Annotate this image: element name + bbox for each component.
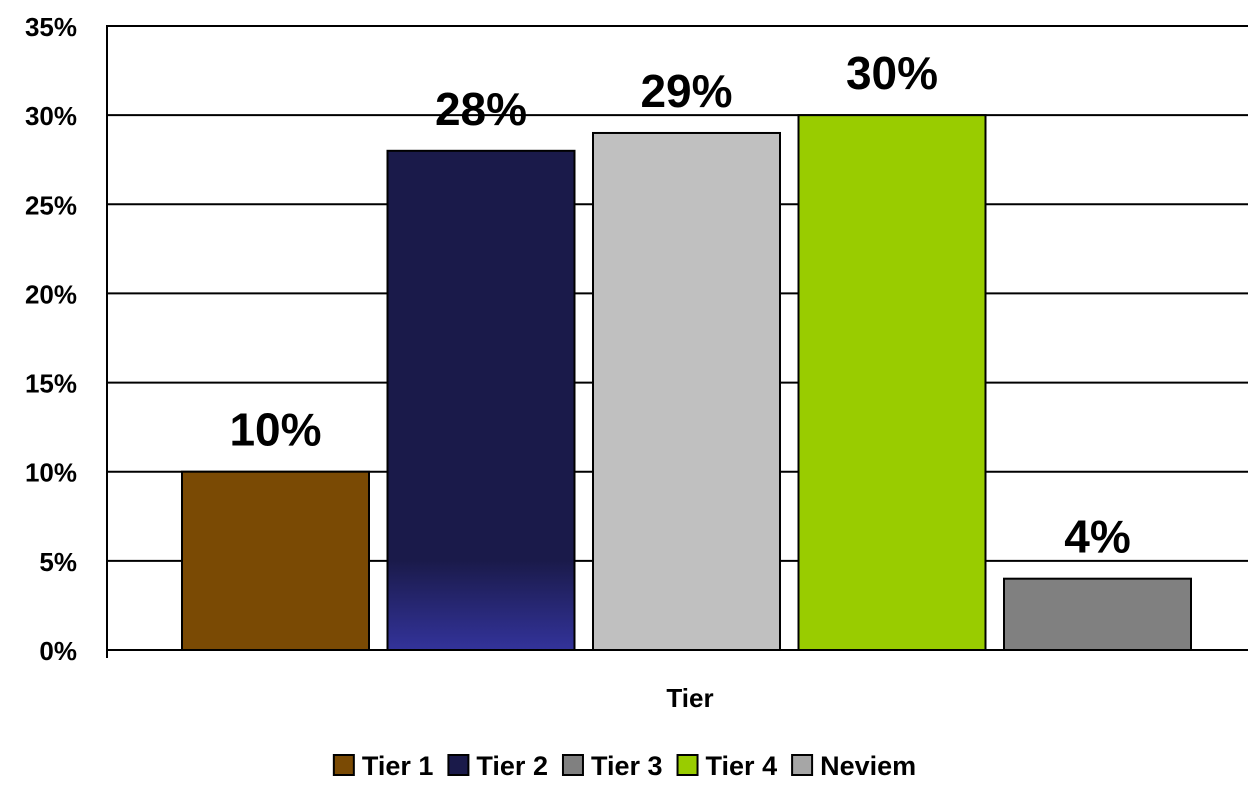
legend-label: Tier 1	[362, 751, 434, 781]
legend-label: Neviem	[820, 751, 916, 781]
bar-tier-3	[592, 131, 781, 651]
legend-label: Tier 2	[476, 751, 548, 781]
legend-label: Tier 3	[591, 751, 663, 781]
legend-item-tier-4: Tier 4	[676, 751, 778, 781]
bar-tier-2	[386, 149, 576, 652]
y-tick-label: 15%	[25, 369, 77, 399]
bar-tier-1	[181, 470, 370, 652]
legend-label: Tier 4	[706, 751, 778, 781]
legend-item-tier-1: Tier 1	[332, 751, 434, 781]
y-tick-label: 10%	[25, 458, 77, 488]
legend-swatch	[791, 754, 814, 776]
legend-swatch	[447, 754, 470, 776]
y-tick-label: 30%	[25, 101, 77, 131]
data-label: 29%	[640, 65, 732, 117]
legend-item-tier-3: Tier 3	[561, 751, 663, 781]
y-tick-labels: 0% 5% 10% 15% 20% 25% 30% 35%	[25, 12, 77, 666]
legend-swatch	[561, 754, 584, 776]
legend: Tier 1 Tier 2 Tier 3 Tier 4 Neviem	[332, 751, 916, 781]
y-tick-label: 20%	[25, 279, 77, 309]
data-label: 4%	[1064, 511, 1130, 563]
data-labels: 10% 28% 29% 30% 4%	[229, 47, 1130, 563]
data-label: 28%	[435, 83, 527, 135]
bar-tier-4	[797, 114, 987, 651]
y-tick-label: 5%	[39, 547, 77, 577]
legend-item-neviem: Neviem	[791, 751, 916, 781]
legend-item-tier-2: Tier 2	[447, 751, 548, 781]
data-label: 10%	[229, 404, 321, 456]
bar-neviem	[1003, 577, 1192, 652]
y-tick-label: 25%	[25, 190, 77, 220]
bars	[181, 114, 1192, 652]
legend-swatch	[676, 754, 699, 776]
legend-swatch	[332, 754, 355, 776]
y-tick-label: 0%	[39, 636, 77, 666]
x-axis-title: Tier	[666, 683, 713, 713]
y-tick-label: 35%	[25, 12, 77, 42]
data-label: 30%	[846, 47, 938, 99]
